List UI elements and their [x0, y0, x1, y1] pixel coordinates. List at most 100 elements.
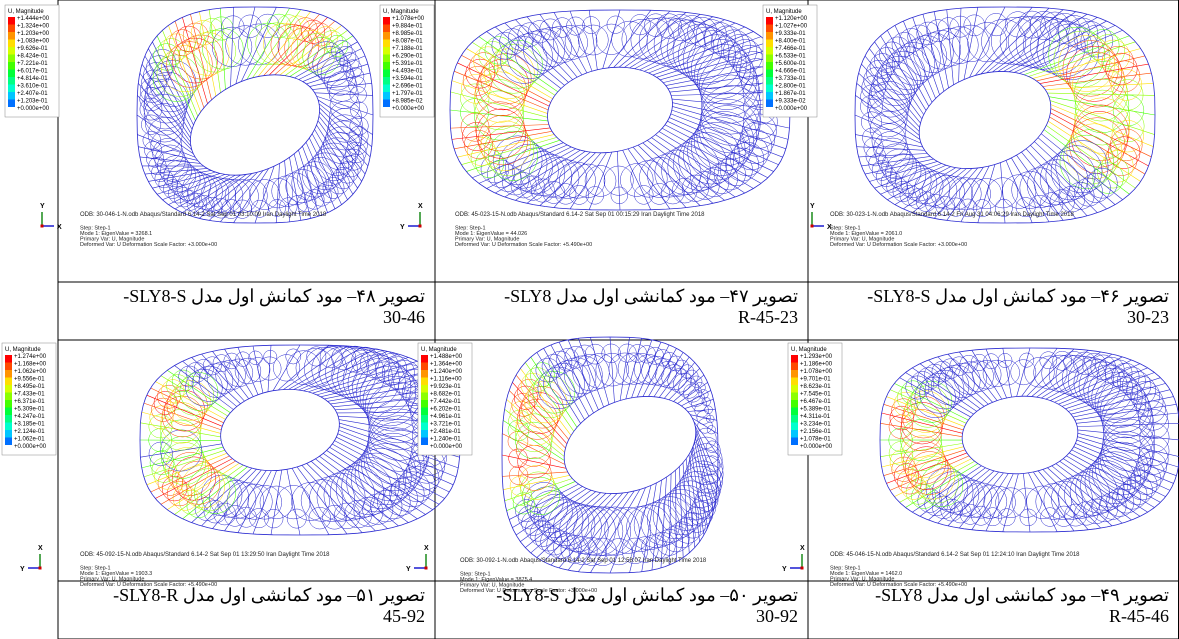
mesh-cell: [1111, 120, 1144, 153]
legend-title: U, Magnitude: [791, 347, 827, 353]
mesh-cell: [202, 28, 244, 70]
mesh-line: [167, 462, 240, 510]
mesh-line: [152, 41, 194, 126]
legend-swatch: [5, 430, 12, 438]
mesh-cell: [640, 499, 687, 546]
mesh-line: [486, 31, 562, 89]
mesh-line: [190, 14, 212, 100]
mesh-line: [1002, 473, 1019, 532]
mesh-cell: [952, 24, 990, 63]
mesh-line: [318, 116, 366, 175]
mesh-cell: [273, 354, 301, 382]
info-line: Mode 1: EigenValue = 2061.0: [830, 231, 902, 237]
mesh-cell: [688, 501, 714, 527]
mesh-line: [156, 173, 221, 195]
legend-swatch: [383, 47, 390, 55]
info-line: Deformed Var: U Deformation Scale Factor…: [80, 242, 217, 248]
info-line: ODB: 30-023-1-N.odb Abaqus/Standard 6.14…: [830, 212, 1074, 218]
mesh-cell: [552, 17, 573, 38]
mesh-cell: [700, 63, 761, 124]
mesh-cell: [692, 436, 721, 466]
mesh-cell: [354, 443, 417, 506]
mesh-cell: [873, 61, 918, 106]
info-line: Step: Step-1: [80, 566, 111, 572]
caption-line: تصویر ۴۷– مود کمانشی اول مدل SLY8-: [504, 286, 798, 306]
mesh-line: [148, 170, 212, 182]
mesh-cell: [946, 477, 986, 517]
mesh-outline: [139, 344, 461, 536]
mesh-line: [672, 102, 790, 129]
legend-value: +5.309e-01: [14, 407, 45, 413]
mesh-cell: [509, 401, 533, 425]
mesh-cell: [349, 86, 367, 104]
legend-swatch: [383, 77, 390, 85]
mesh-line: [454, 130, 553, 150]
mesh-cell: [461, 74, 491, 104]
mesh-cell: [248, 508, 269, 529]
mesh-cell: [885, 36, 911, 62]
mesh-line: [530, 492, 601, 554]
info-line: Primary Var: U, Magnitude: [830, 237, 894, 243]
mesh-line: [695, 437, 714, 511]
legend-swatch: [421, 437, 428, 445]
mesh-line: [182, 360, 237, 407]
triad-origin: [810, 224, 814, 228]
mesh-line: [567, 492, 629, 571]
mesh-cell: [672, 177, 698, 204]
mesh-line: [329, 447, 433, 510]
mesh-cell: [537, 366, 580, 410]
mesh-line: [919, 467, 986, 517]
legend-value: +1.027e+00: [775, 24, 808, 30]
mesh-line: [1036, 55, 1146, 82]
mesh-line: [1065, 377, 1161, 410]
legend-value: +4.247e-01: [14, 414, 45, 420]
mesh-line: [660, 477, 667, 568]
mesh-line: [144, 168, 208, 175]
legend-title: U, Magnitude: [421, 347, 457, 353]
mesh-cell: [706, 425, 716, 435]
legend-value: +7.188e-01: [392, 46, 423, 52]
mesh-cell: [515, 499, 538, 523]
mesh-line: [289, 157, 302, 221]
mesh-cell: [617, 506, 664, 552]
mesh-line: [903, 168, 962, 210]
mesh-cell: [1099, 386, 1152, 439]
mesh-line: [237, 347, 259, 395]
mesh-line: [191, 467, 253, 523]
mesh-line: [174, 365, 234, 410]
mesh-line: [525, 362, 575, 432]
mesh-line: [144, 55, 192, 134]
mesh-line: [543, 348, 585, 420]
mesh-line: [1077, 436, 1179, 468]
mesh-line: [284, 30, 348, 76]
mesh-cell: [187, 468, 231, 512]
legend-value: +8.087e-01: [392, 39, 423, 45]
legend-value: +6.017e-01: [17, 69, 48, 75]
mesh-cell: [907, 385, 950, 428]
mesh-cell: [532, 26, 572, 67]
legend-value: +7.221e-01: [17, 61, 48, 67]
mesh-hole: [918, 71, 1052, 169]
mesh-cell: [914, 376, 956, 418]
mesh-line: [1054, 363, 1141, 403]
mesh-cell: [1098, 492, 1127, 520]
mesh-cell: [1058, 35, 1115, 92]
mesh-line: [501, 454, 567, 469]
mesh-line: [971, 350, 1003, 400]
mesh-cell: [1095, 441, 1149, 496]
mesh-cell: [330, 465, 384, 520]
info-line: Step: Step-1: [830, 226, 861, 232]
mesh-cell: [296, 33, 336, 73]
mesh-cell: [1073, 67, 1129, 122]
legend-swatch: [5, 422, 12, 430]
mesh-cell: [1028, 195, 1051, 217]
legend-swatch: [421, 362, 428, 370]
legend-swatch: [5, 355, 12, 363]
mesh-cell: [953, 361, 987, 395]
mesh-line: [1023, 473, 1031, 533]
mesh-cell: [1091, 495, 1118, 523]
mesh-line: [298, 48, 362, 80]
mesh-line: [539, 152, 596, 206]
mesh-line: [685, 458, 696, 548]
mesh-cell: [1105, 52, 1138, 85]
